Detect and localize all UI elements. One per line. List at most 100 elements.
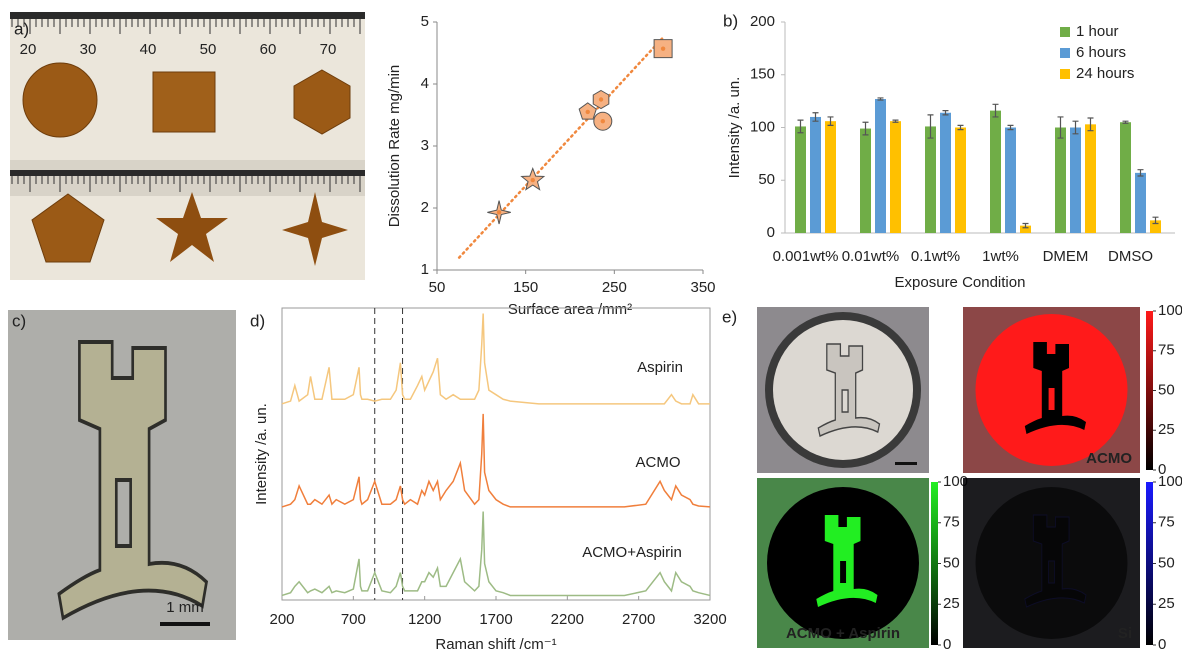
colorbar-tick-label: 25	[1158, 421, 1175, 438]
map-disc	[767, 487, 919, 639]
legend-swatch	[1060, 48, 1070, 58]
legend-swatch	[1060, 69, 1070, 79]
bar	[955, 128, 966, 234]
colorbar	[931, 482, 938, 645]
scale-bar	[160, 622, 210, 626]
y-tick-label: 100	[750, 118, 775, 135]
x-tick-label: 350	[690, 279, 715, 296]
legend-swatch	[1060, 27, 1070, 37]
bar	[990, 111, 1001, 233]
x-tick-label: 150	[513, 279, 538, 296]
bar	[1085, 124, 1096, 233]
data-point-dot	[531, 178, 535, 182]
panel-label: c)	[12, 311, 26, 330]
bar	[810, 117, 821, 233]
page: 203040506070 a) 1 mm c) e) ACMO025507510…	[0, 0, 1182, 659]
y-tick-label: 4	[421, 75, 429, 92]
y-tick-label: 150	[750, 66, 775, 83]
figure: 203040506070 a) 1 mm c) e) ACMO025507510…	[0, 0, 1182, 659]
bar	[925, 126, 936, 233]
bar	[1135, 173, 1146, 233]
x-tick-label: 1200	[408, 611, 441, 628]
data-point-dot	[497, 210, 501, 214]
x-axis-label: Surface area /mm²	[508, 301, 632, 318]
bar	[875, 99, 886, 233]
legend-label: 6 hours	[1076, 44, 1126, 61]
x-tick-label: 200	[269, 611, 294, 628]
bar	[1120, 122, 1131, 233]
bar	[940, 113, 951, 233]
y-axis-label: Intensity /a. un.	[726, 77, 743, 179]
x-tick-label: 0.1wt%	[911, 248, 960, 265]
ruler-number: 30	[80, 41, 97, 58]
ruler-number: 20	[20, 41, 37, 58]
x-axis-label: Raman shift /cm⁻¹	[435, 636, 556, 653]
ruler-number: 50	[200, 41, 217, 58]
colorbar-tick-label: 50	[943, 554, 960, 571]
trendline	[459, 38, 663, 258]
bar	[795, 126, 806, 233]
x-tick-label: DMSO	[1108, 248, 1153, 265]
x-tick-label: 250	[602, 279, 627, 296]
x-tick-label: 3200	[693, 611, 726, 628]
colorbar-tick-label: 75	[1158, 342, 1175, 359]
bar	[860, 129, 871, 233]
series-label: ACMO+Aspirin	[582, 544, 682, 561]
y-tick-label: 2	[421, 199, 429, 216]
x-tick-label: 1wt%	[982, 248, 1019, 265]
data-point-dot	[661, 46, 665, 50]
x-tick-label: 0.001wt%	[773, 248, 839, 265]
y-tick-label: 3	[421, 137, 429, 154]
x-tick-label: 2700	[622, 611, 655, 628]
y-tick-label: 50	[758, 171, 775, 188]
scale-bar-label: 1 mm	[166, 599, 204, 616]
square-shape	[153, 72, 215, 132]
y-tick-label: 0	[767, 224, 775, 241]
photo-a: 203040506070 a)	[10, 12, 365, 280]
panel-label: b)	[723, 11, 738, 30]
map-label: ACMO	[1086, 450, 1132, 467]
map-label: ACMO + Aspirin	[786, 625, 900, 642]
colorbar-tick-label: 50	[1158, 381, 1175, 398]
data-point-dot	[586, 110, 590, 114]
colorbar-tick-label: 100	[1158, 302, 1182, 319]
data-point-dot	[599, 97, 603, 101]
disc-shape	[23, 63, 97, 137]
y-tick-label: 5	[421, 13, 429, 30]
colorbar-tick-label: 50	[1158, 554, 1175, 571]
legend-label: 24 hours	[1076, 65, 1134, 82]
y-axis-label: Dissolution Rate mg/min	[386, 65, 403, 228]
bar	[890, 121, 901, 233]
ruler-edge	[10, 12, 365, 19]
colorbar-tick-label: 25	[943, 595, 960, 612]
bar	[1055, 128, 1066, 234]
y-tick-label: 200	[750, 13, 775, 30]
colorbar-tick-label: 0	[943, 636, 951, 653]
bar	[825, 121, 836, 233]
x-tick-label: 2200	[551, 611, 584, 628]
panel-e: e) ACMO0255075100ACMO + Aspirin025507510…	[722, 302, 1182, 653]
x-tick-label: DMEM	[1043, 248, 1089, 265]
panel-label: d)	[250, 311, 265, 330]
y-tick-label: 1	[421, 261, 429, 278]
x-tick-label: 0.01wt%	[842, 248, 900, 265]
map-disc	[976, 487, 1128, 639]
colorbar-tick-label: 75	[1158, 514, 1175, 531]
x-tick-label: 1700	[479, 611, 512, 628]
photo-c: 1 mm c)	[8, 310, 236, 640]
ruler-number: 70	[320, 41, 337, 58]
bar	[1005, 128, 1016, 234]
colorbar-tick-label: 75	[943, 514, 960, 531]
colorbar-tick-label: 25	[1158, 595, 1175, 612]
legend-label: 1 hour	[1076, 23, 1119, 40]
series-label: Aspirin	[637, 359, 683, 376]
scale-bar	[895, 462, 917, 465]
colorbar-tick-label: 0	[1158, 636, 1166, 653]
panel-label: a)	[14, 19, 29, 38]
map-disc	[976, 314, 1128, 466]
ruler-edge	[10, 170, 365, 176]
bar	[1070, 128, 1081, 234]
ruler-number: 60	[260, 41, 277, 58]
colorbar	[1146, 482, 1153, 645]
series-label: ACMO	[636, 454, 681, 471]
